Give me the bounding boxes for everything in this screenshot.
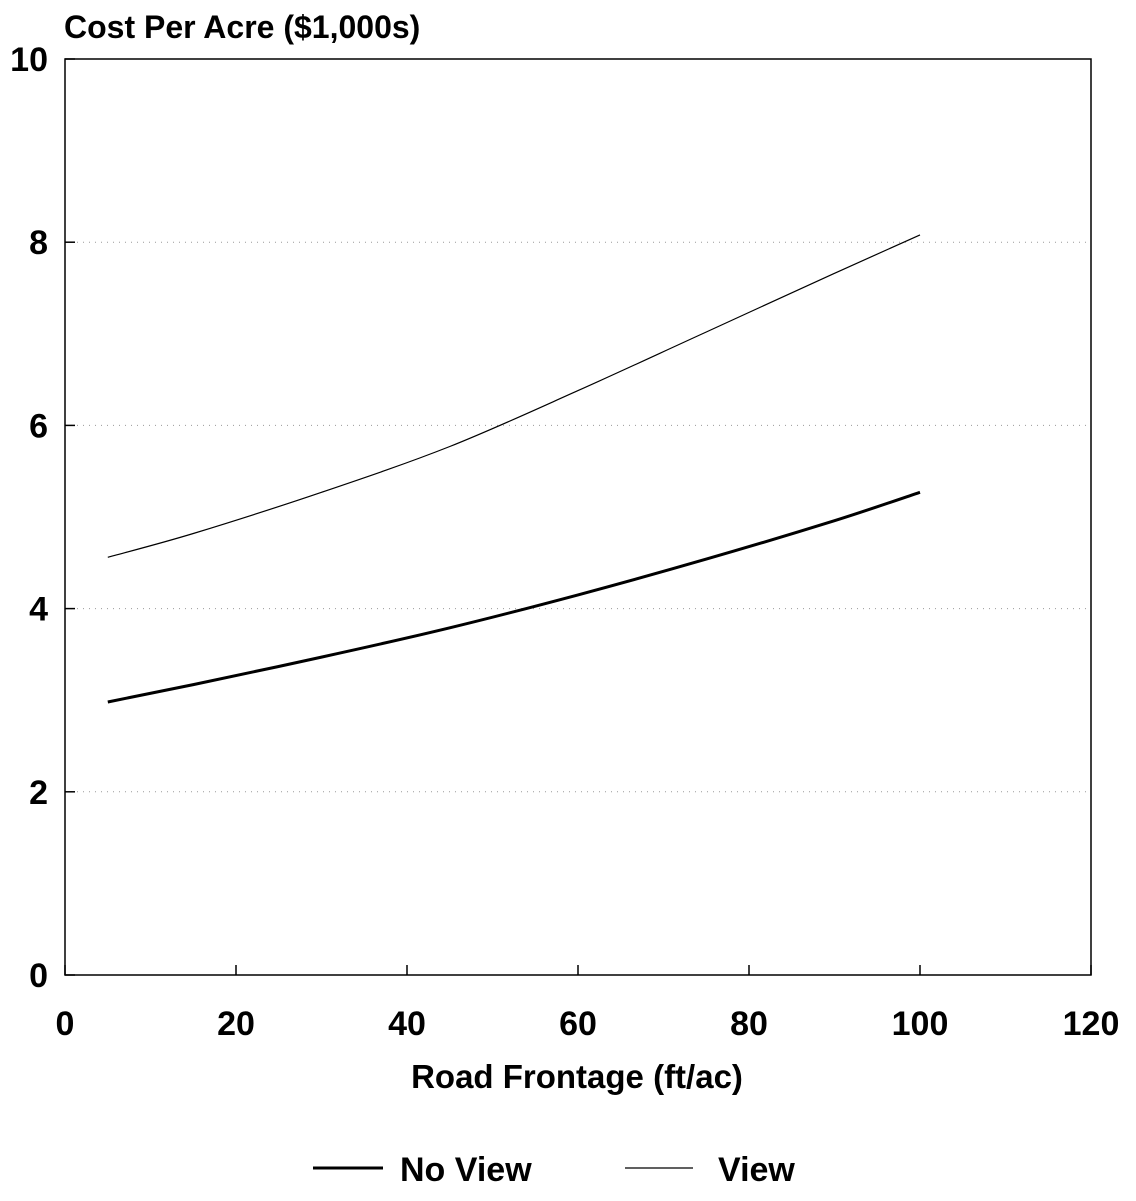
plot-frame <box>64 58 1092 976</box>
y-tick-label-2: 2 <box>29 774 48 812</box>
x-tick-label-40: 40 <box>388 1005 426 1043</box>
x-tick-label-80: 80 <box>730 1005 768 1043</box>
x-tick-label-20: 20 <box>217 1005 255 1043</box>
x-tick-label-100: 100 <box>892 1005 949 1043</box>
series-lines <box>107 234 921 704</box>
x-tick-label-120: 120 <box>1063 1005 1120 1043</box>
y-tick-label-8: 8 <box>29 224 48 262</box>
x-tick-label-0: 0 <box>56 1005 75 1043</box>
series-line-view <box>107 234 921 558</box>
x-tick-label-60: 60 <box>559 1005 597 1043</box>
y-tick-label-10: 10 <box>10 41 48 79</box>
y-tick-label-4: 4 <box>29 591 48 629</box>
legend: No View View <box>313 1151 795 1189</box>
y-tick-label-6: 6 <box>29 407 48 445</box>
series-line-no-view <box>107 490 921 704</box>
legend-label-no-view: No View <box>400 1151 532 1189</box>
legend-label-view: View <box>718 1151 795 1189</box>
x-axis-label: Road Frontage (ft/ac) <box>411 1058 743 1095</box>
y-tick-label-0: 0 <box>29 957 48 995</box>
chart-title: Cost Per Acre ($1,000s) <box>64 9 420 45</box>
grid-lines <box>65 241 1091 793</box>
